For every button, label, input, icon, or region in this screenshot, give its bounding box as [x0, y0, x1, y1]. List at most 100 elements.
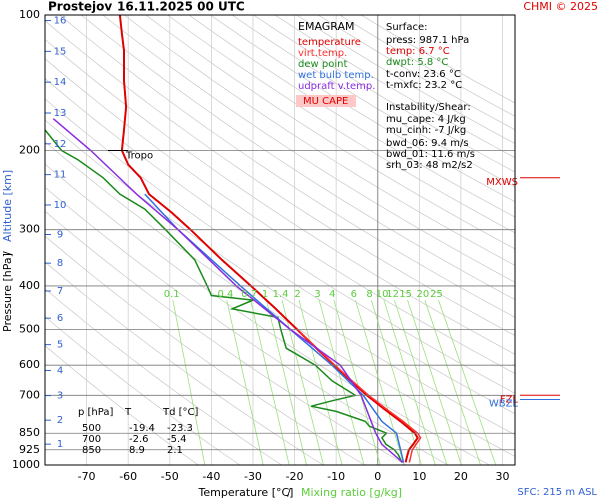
y-axis-label: Pressure [hPa]: [1, 253, 14, 332]
mixing-ratio-label: 15: [399, 289, 412, 300]
mixing-ratio-label: 0.4: [218, 289, 234, 300]
dry-adiabat: [167, 15, 515, 234]
overlay: -70 -60 -50 -40 -30 -20 -10 0 10 20 30 100 200 300 400…: [12, 8, 560, 483]
altitude-label: 10: [54, 200, 67, 211]
level-label: MXWS: [486, 177, 518, 188]
conv-info: t-mxfc: 23.2 °C: [386, 80, 462, 91]
mixing-ratio-label: 1: [262, 289, 268, 300]
table-cell: -2.6: [129, 434, 149, 445]
level-label: FZL: [500, 394, 519, 405]
altitude-label: 11: [54, 170, 67, 181]
legend-entry: dew point: [298, 59, 347, 70]
legend-entry: udpraft v.temp.: [298, 81, 375, 92]
mixing-ratio-line: [172, 299, 206, 465]
surface-height: SFC: 215 m ASL: [517, 487, 597, 498]
level-label: WBZL: [489, 398, 519, 409]
legend-entry: wet bulb temp.: [298, 70, 374, 81]
altitude-label: 12: [54, 139, 67, 150]
shear-info: bwd_01: 11.6 m/s: [386, 149, 475, 160]
dry-adiabat: [188, 15, 515, 218]
mixing-ratio-line: [438, 299, 497, 465]
mixing-ratio-line: [424, 299, 481, 465]
dry-adiabat: [102, 15, 515, 283]
y-tick-label: 700: [19, 388, 40, 401]
mixing-ratio-line: [333, 299, 381, 465]
table-cell: 500: [82, 423, 101, 434]
altitude-label: 5: [57, 340, 63, 351]
time: 16.11.2025 00 UTC: [117, 0, 245, 14]
table-cell: -23.3: [167, 423, 193, 434]
legend-entry: virt.temp.: [298, 48, 347, 59]
mixing-ratio-label: 2: [294, 289, 300, 300]
altitude-label: 8: [57, 258, 63, 269]
mixing-ratio-label: 0.7: [241, 289, 257, 300]
mixing-ratio-label: 8: [366, 289, 372, 300]
x-tick-label: -50: [161, 470, 179, 483]
table-cell: 850: [82, 445, 101, 456]
altitude-label: 2: [57, 415, 63, 426]
surface-info: dwpt: 5.8 °C: [386, 57, 448, 68]
table-cell: 8.9: [129, 445, 145, 456]
altitude-label: 1: [57, 439, 63, 450]
altitude-label: 9: [57, 229, 63, 240]
mixing-ratio-line: [355, 299, 405, 465]
mixing-ratio-line: [407, 299, 462, 465]
altitude-label: 13: [54, 108, 67, 119]
shear-info: srh_03: 48 m2/s2: [386, 160, 473, 171]
surface-info: press: 987.1 hPa: [386, 35, 469, 46]
plot-lines: [45, 15, 422, 463]
altitude-label: 3: [57, 391, 63, 402]
mixing-ratio-label: 25: [430, 289, 443, 300]
mixing-ratio-line: [318, 299, 365, 465]
mixing-ratio-label: 3: [314, 289, 320, 300]
mixing-ratio-line: [394, 299, 448, 465]
y-tick-label: 500: [19, 323, 40, 336]
y-tick-label: 850: [19, 426, 40, 439]
legend-entry: temperature: [298, 37, 361, 48]
altitude-label: 6: [57, 313, 63, 324]
mixing-ratio-label: 1.4: [273, 289, 289, 300]
y-tick-label: 300: [19, 223, 40, 236]
x-tick-label: -40: [202, 470, 220, 483]
profile-line: [45, 129, 403, 463]
instability-info: mu_cape: 4 J/kg: [386, 114, 466, 125]
x-tick-label: -10: [327, 470, 345, 483]
tropopause-label: Tropo: [125, 150, 153, 161]
legend-title: EMAGRAM: [298, 20, 355, 33]
table-cell: -19.4: [129, 423, 155, 434]
cape-box: [296, 95, 356, 107]
altitude-label: 14: [54, 77, 67, 88]
credit: CHMI © 2025: [523, 0, 598, 13]
y-tick-label: 100: [19, 8, 40, 21]
x-tick-label: 0: [374, 470, 381, 483]
altitude-label: 7: [57, 286, 63, 297]
x-axis-label-2: Mixing ratio [g/kg]: [301, 486, 402, 499]
x-tick-label: 20: [454, 470, 468, 483]
dry-adiabat: [124, 15, 515, 266]
dry-adiabat: [45, 98, 515, 415]
mixing-ratio-label: 20: [417, 289, 430, 300]
surface-info: temp: 6.7 °C: [386, 46, 450, 57]
profile-line: [144, 193, 405, 463]
mixing-ratio-line: [250, 299, 290, 465]
y-axis-label-2: Altitude [km]: [1, 170, 14, 242]
table-cell: 700: [82, 434, 101, 445]
mixing-ratio-line: [226, 299, 264, 465]
profile-line: [118, 15, 419, 463]
mixing-ratio-label: 6: [351, 289, 357, 300]
table-cell: -5.4: [167, 434, 187, 445]
table-header: p [hPa]: [78, 407, 113, 418]
x-axis-label: Temperature [°C]: [198, 486, 294, 499]
station: Prostejov: [48, 0, 112, 14]
x-tick-label: 10: [412, 470, 426, 483]
shear-info: bwd_06: 9.4 m/s: [386, 138, 469, 149]
mixing-ratio-line: [298, 299, 343, 465]
altitude-label: 16: [54, 16, 67, 27]
dry-adiabat: [210, 15, 515, 203]
mixing-ratio-label: 10: [376, 289, 389, 300]
x-tick-label: -20: [286, 470, 304, 483]
y-axis-sep: /: [1, 251, 14, 255]
instability-info: mu_cinh: -7 J/kg: [386, 125, 466, 136]
